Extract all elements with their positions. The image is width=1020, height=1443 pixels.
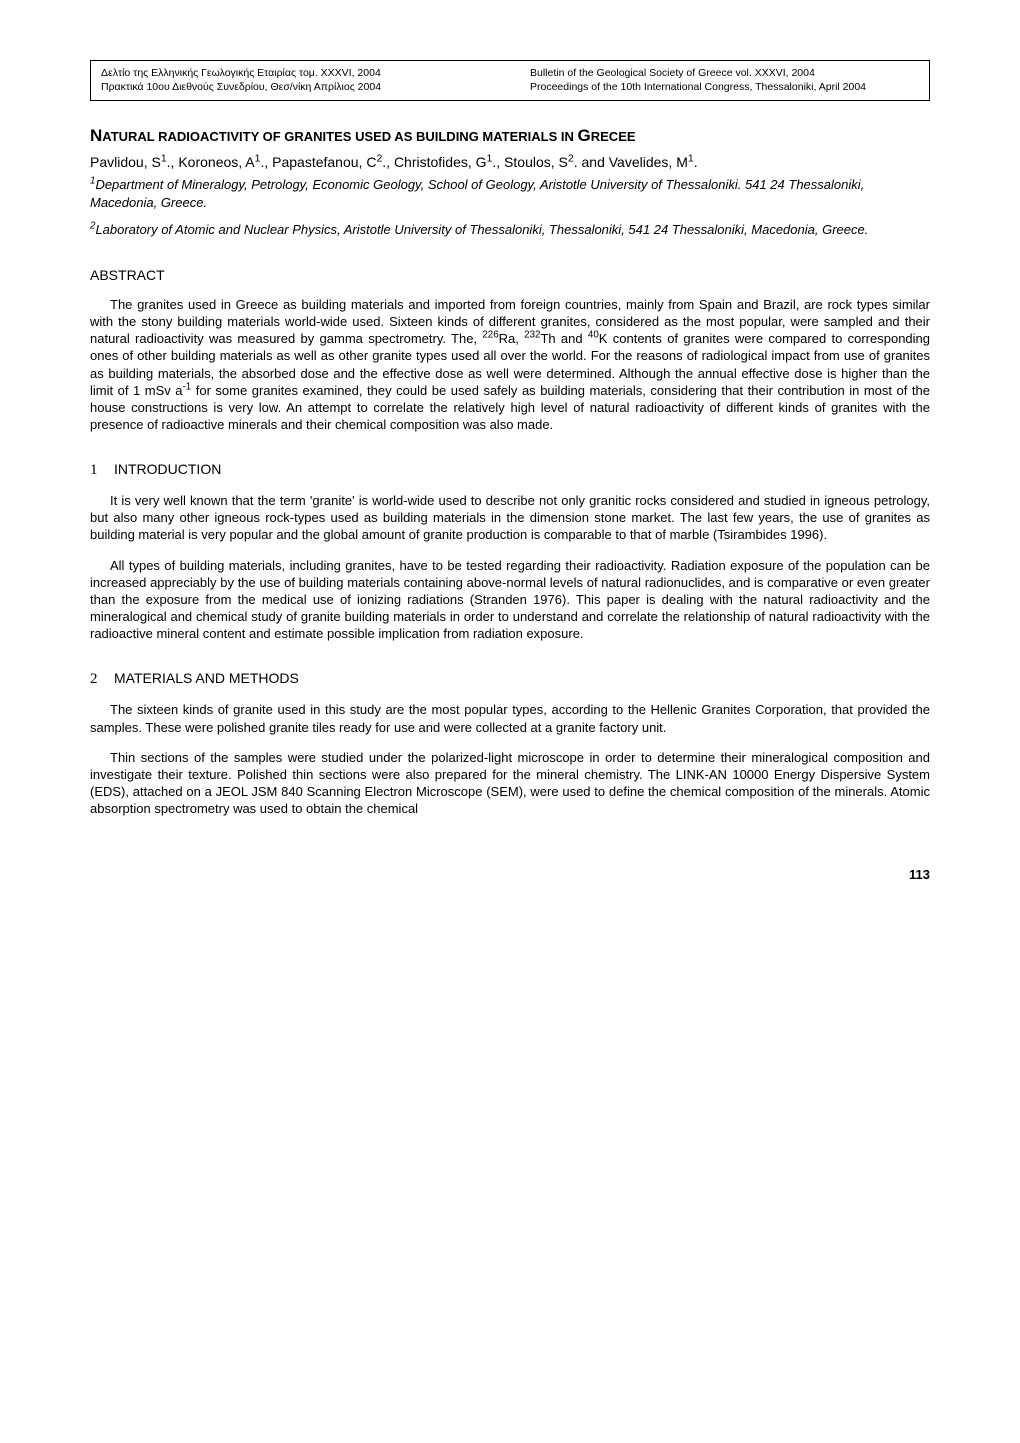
- journal-header-box: Δελτίο της Ελληνικής Γεωλογικής Εταιρίας…: [90, 60, 930, 101]
- title-rest2: RECEE: [591, 129, 636, 144]
- title-rest1: ATURAL RADIOACTIVITY OF GRANITES USED AS…: [102, 129, 577, 144]
- header-right-line2: Proceedings of the 10th International Co…: [530, 81, 919, 95]
- affiliation-1: 1Department of Mineralogy, Petrology, Ec…: [90, 176, 930, 211]
- page-number: 113: [90, 867, 930, 882]
- introduction-para-1: It is very well known that the term 'gra…: [90, 492, 930, 543]
- abstract-body: The granites used in Greece as building …: [90, 296, 930, 433]
- methods-title: MATERIALS AND METHODS: [114, 670, 299, 686]
- header-right-column: Bulletin of the Geological Society of Gr…: [490, 67, 919, 94]
- methods-para-2: Thin sections of the samples were studie…: [90, 749, 930, 818]
- header-left-line1: Δελτίο της Ελληνικής Γεωλογικής Εταιρίας…: [101, 67, 490, 81]
- page-container: Δελτίο της Ελληνικής Γεωλογικής Εταιρίας…: [0, 0, 1020, 922]
- methods-number: 2: [90, 671, 114, 688]
- paper-title: NATURAL RADIOACTIVITY OF GRANITES USED A…: [90, 125, 930, 147]
- affiliation-2: 2Laboratory of Atomic and Nuclear Physic…: [90, 221, 930, 239]
- header-left-line2: Πρακτικά 10ου Διεθνούς Συνεδρίου, Θεσ/νί…: [101, 81, 490, 95]
- title-cap1: N: [90, 126, 102, 145]
- authors-list: Pavlidou, S1., Koroneos, A1., Papastefan…: [90, 153, 930, 172]
- abstract-heading: ABSTRACT: [90, 267, 930, 283]
- introduction-heading: 1INTRODUCTION: [90, 461, 930, 479]
- methods-heading: 2MATERIALS AND METHODS: [90, 670, 930, 688]
- introduction-para-2: All types of building materials, includi…: [90, 557, 930, 643]
- introduction-title: INTRODUCTION: [114, 461, 221, 477]
- header-left-column: Δελτίο της Ελληνικής Γεωλογικής Εταιρίας…: [101, 67, 490, 94]
- methods-para-1: The sixteen kinds of granite used in thi…: [90, 701, 930, 735]
- introduction-number: 1: [90, 462, 114, 479]
- header-right-line1: Bulletin of the Geological Society of Gr…: [530, 67, 919, 81]
- title-cap2: G: [578, 126, 591, 145]
